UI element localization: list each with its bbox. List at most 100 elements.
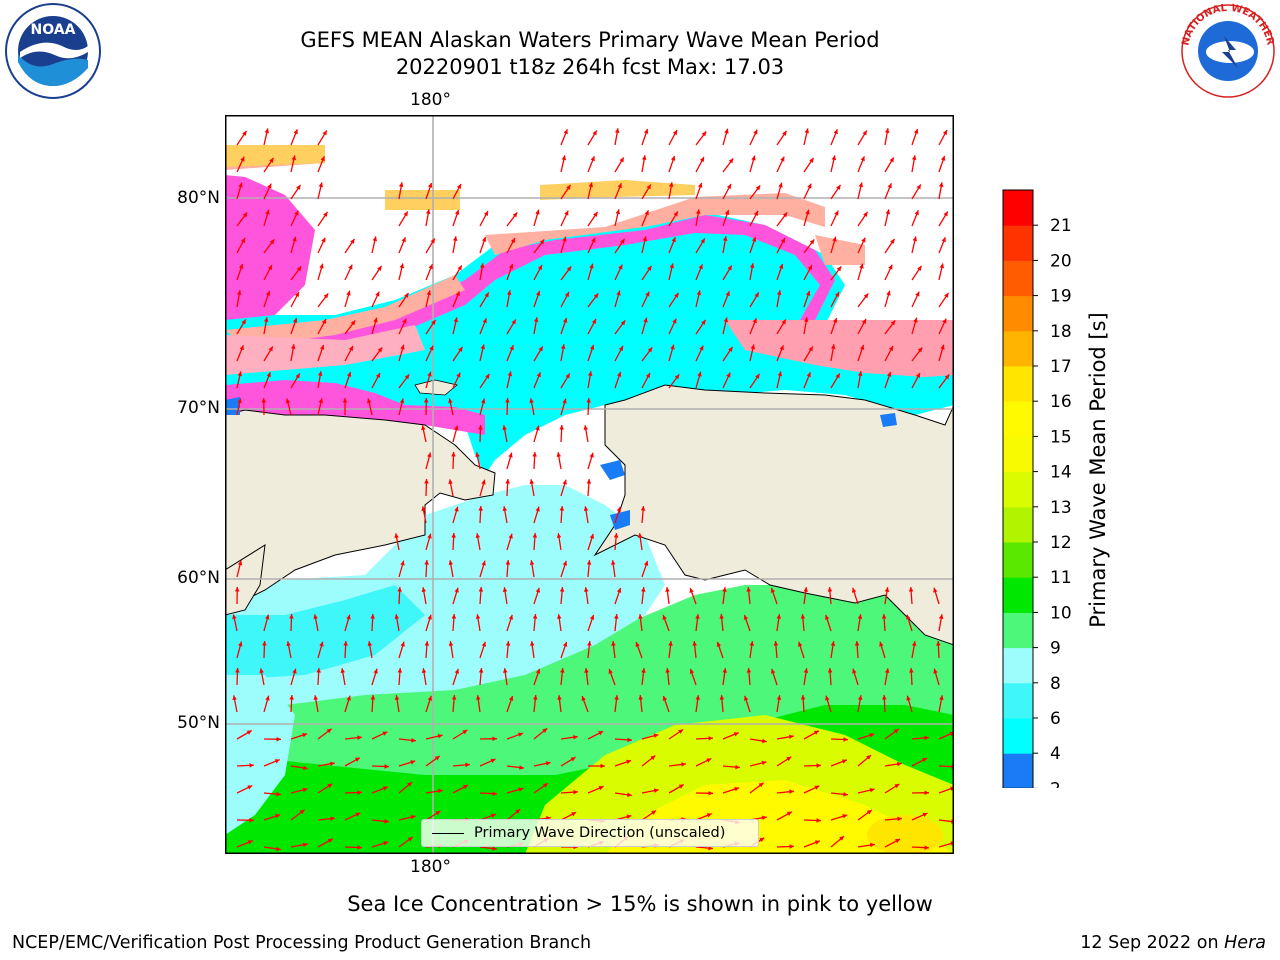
vector-head	[933, 587, 938, 593]
colorbar-tick-label: 13	[1050, 498, 1072, 518]
vector-head	[743, 695, 749, 701]
vector-head	[530, 641, 535, 646]
vector-head	[933, 668, 938, 674]
vector-head	[619, 157, 624, 163]
vector-head	[276, 736, 281, 742]
vector-head	[728, 346, 733, 352]
vector-head	[302, 842, 308, 848]
vector-head	[733, 732, 739, 737]
colorbar-segment	[1003, 260, 1033, 297]
credit-text: NCEP/EMC/Verification Post Processing Pr…	[12, 933, 592, 953]
vector-head	[776, 614, 781, 619]
vector-head	[773, 641, 779, 646]
vector-head	[863, 293, 869, 299]
vector-head	[879, 641, 884, 647]
vector-head	[327, 783, 333, 789]
vector-head	[581, 696, 586, 701]
vector-head	[563, 129, 568, 135]
vector-head	[519, 765, 524, 770]
vector-head	[887, 183, 892, 189]
vector-head	[505, 398, 510, 403]
vector-head	[241, 319, 246, 325]
vector-head	[286, 641, 291, 647]
vector-head	[427, 533, 432, 539]
vector-head	[941, 237, 946, 243]
vector-head	[699, 156, 704, 162]
vector-head	[833, 129, 838, 135]
vector-head	[265, 695, 270, 701]
vector-head	[706, 758, 712, 763]
vector-head	[859, 263, 864, 269]
vector-head	[539, 239, 545, 245]
vector-head	[478, 668, 484, 673]
vector-head	[505, 479, 510, 484]
vector-head	[424, 641, 430, 646]
vector-head	[240, 237, 245, 243]
colorbar-tick-label: 15	[1050, 427, 1072, 447]
vector-head	[265, 290, 271, 296]
colorbar-segment	[1003, 190, 1033, 226]
vector-head	[249, 763, 254, 768]
vector-head	[638, 695, 643, 700]
vector-head	[776, 695, 782, 700]
vector-head	[723, 317, 729, 323]
vector-head	[451, 695, 457, 700]
vector-head	[641, 587, 646, 592]
vector-head	[384, 764, 389, 769]
vector-head	[427, 452, 432, 458]
vector-head	[834, 291, 839, 297]
vector-head	[411, 738, 416, 743]
vector-head	[672, 129, 677, 135]
vector-head	[627, 792, 632, 797]
vector-head	[746, 668, 752, 673]
vector-head	[448, 398, 453, 404]
vector-head	[583, 506, 589, 511]
lat-label-70n: 70°N	[177, 398, 220, 418]
vector-head	[424, 560, 429, 565]
vector-head	[884, 668, 890, 674]
vector-head	[616, 290, 621, 296]
vector-head	[614, 128, 620, 134]
vector-head	[751, 236, 757, 242]
vector-head	[924, 845, 929, 850]
vector-head	[716, 641, 722, 647]
vector-head	[592, 130, 597, 136]
vector-head	[893, 729, 899, 734]
vector-head	[478, 506, 483, 511]
vector-head	[942, 318, 947, 324]
vector-head	[375, 291, 380, 297]
vector-head	[238, 641, 243, 647]
vector-head	[529, 560, 535, 565]
vector-head	[562, 479, 567, 485]
vector-head	[722, 668, 727, 673]
vector-head	[291, 155, 297, 161]
vector-head	[240, 156, 245, 162]
vector-head	[454, 209, 460, 215]
vector-head	[557, 614, 562, 619]
vector-head	[429, 345, 434, 351]
vector-head	[346, 371, 352, 377]
colorbar-tick-label: 16	[1050, 392, 1072, 412]
vector-head	[836, 266, 842, 272]
vector-head	[289, 614, 294, 619]
vector-head	[936, 641, 941, 646]
vector-head	[462, 729, 468, 735]
colorbar-segment	[1003, 612, 1033, 649]
vector-head	[940, 344, 945, 350]
vector-head	[725, 291, 730, 297]
vector-head	[458, 346, 463, 352]
vector-head	[366, 398, 372, 404]
vector-head	[482, 318, 487, 324]
vector-head	[246, 730, 252, 735]
vector-head	[560, 344, 566, 350]
chart-subtitle: 20220901 t18z 264h fcst Max: 17.03	[395, 55, 785, 79]
vector-head	[394, 695, 400, 700]
vector-head	[638, 533, 643, 538]
vector-head	[566, 184, 571, 190]
vector-head	[698, 264, 703, 270]
vector-head	[322, 130, 327, 136]
vector-head	[618, 345, 623, 351]
vector-head	[589, 344, 595, 350]
vector-head	[782, 212, 788, 218]
colorbar-tick-label: 21	[1050, 216, 1072, 236]
